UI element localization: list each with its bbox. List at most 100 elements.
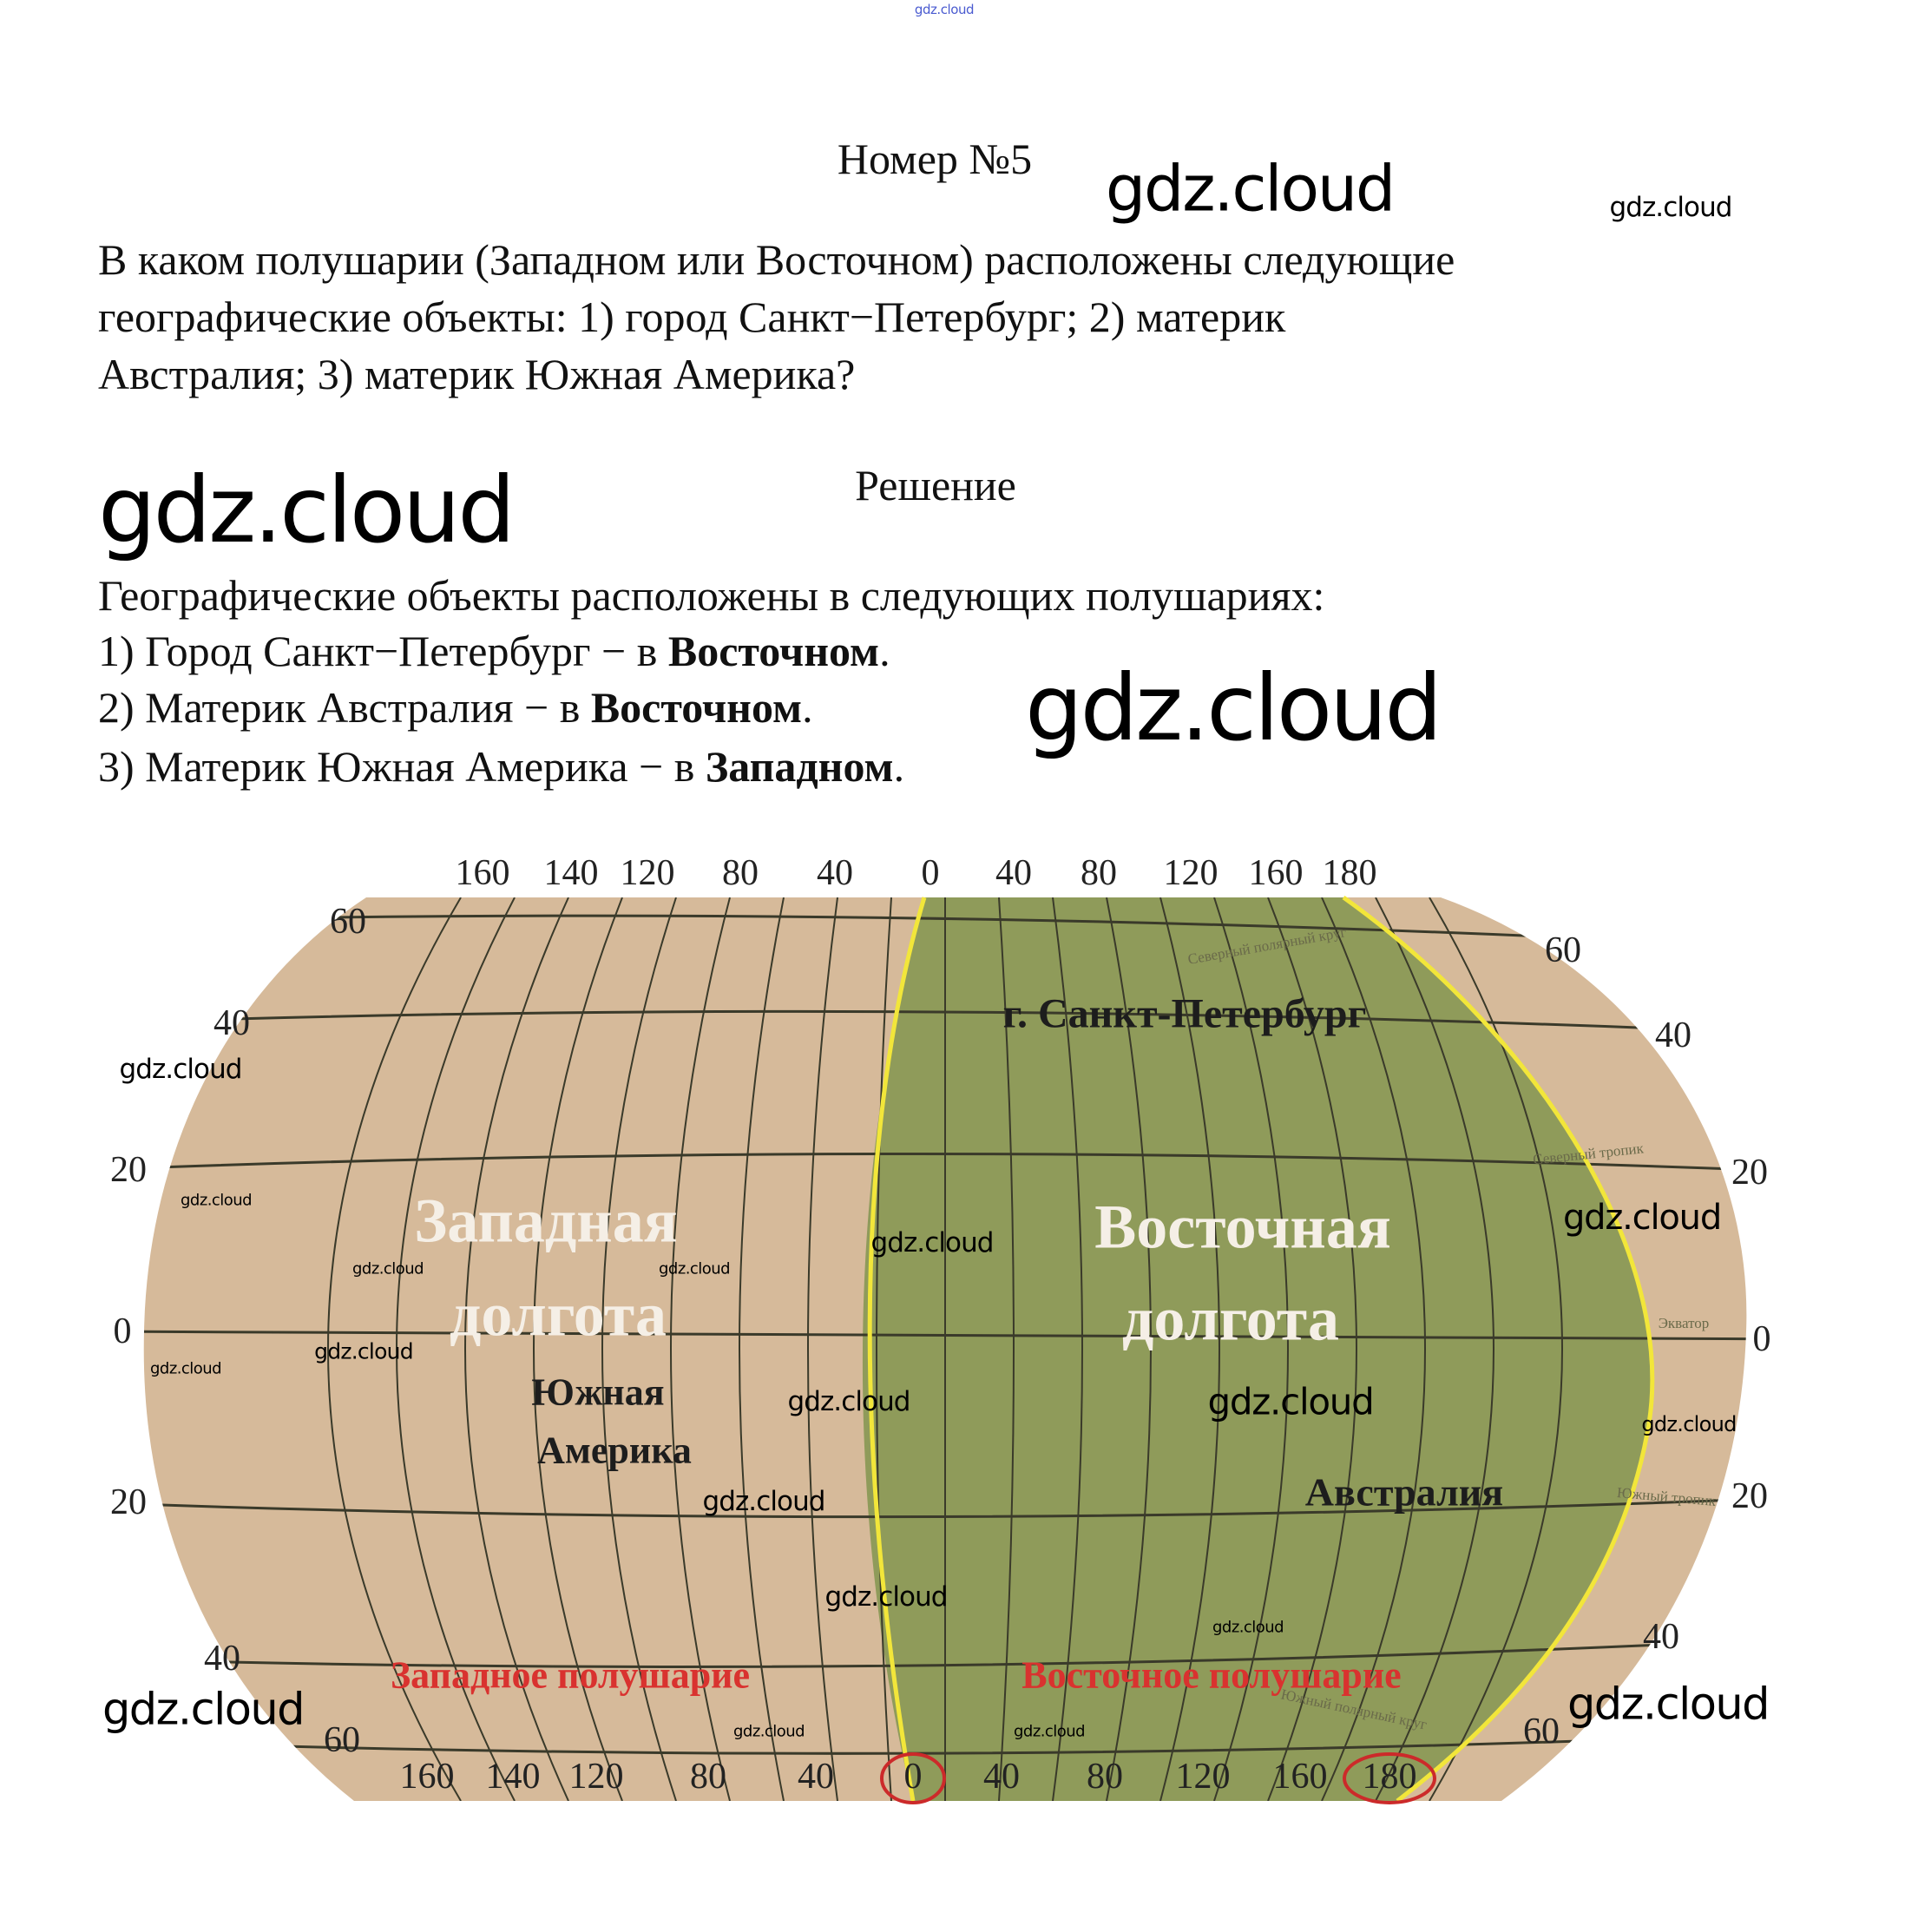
grid-line [1321,897,1426,1801]
coordinate-label: 0 [921,853,940,893]
coordinate-label: 160 [1248,853,1304,893]
coordinate-label: 180 [1322,853,1377,893]
watermark: gdz.cloud [914,2,975,17]
coordinate-label: 40 [1643,1617,1679,1657]
label-south-america-2: Америка [537,1429,692,1472]
page-title: Номер №5 [837,135,1033,183]
label-eastern-hemisphere: Восточное полушарие [1021,1653,1402,1697]
answer-text: 2) Материк Австралия − в [98,683,591,732]
grid-line [1213,897,1289,1801]
answer-text: 1) Город Санкт−Петербург − в [98,627,668,675]
label-equator: Экватор [1658,1315,1710,1331]
watermark: gdz.cloud [181,1191,252,1210]
coordinate-label: 160 [455,853,510,893]
answer-item: 3) Материк Южная Америка − в Западном. [98,741,904,792]
watermark: gdz.cloud [1641,1412,1737,1436]
coordinate-label: 120 [1163,853,1219,893]
watermark: gdz.cloud [870,1227,994,1258]
label-eastern-longitude-2: долгота [1121,1284,1340,1354]
watermark: gdz.cloud [1025,655,1442,761]
answer-bold: Восточном [667,627,880,675]
coordinate-label: 0 [1752,1319,1771,1359]
label-western-hemisphere: Западное полушарие [390,1653,751,1697]
coordinate-label: 40 [204,1639,240,1679]
watermark: gdz.cloud [1609,192,1732,223]
grid-line [464,897,569,1801]
coordinate-label: 60 [1545,930,1581,970]
grid-line [1375,897,1494,1801]
coordinate-label: 120 [568,1757,624,1797]
grid-line [1429,897,1563,1801]
label-western-longitude: Западная [414,1186,678,1256]
coordinate-label: 40 [798,1757,834,1797]
antimeridian-line [1342,895,1655,1803]
solution-heading: Решение [855,461,1016,509]
watermark: gdz.cloud [1562,1198,1722,1238]
watermark: gdz.cloud [352,1259,424,1278]
grid-line [739,897,785,1801]
watermark: gdz.cloud [1014,1722,1085,1741]
grid-line [998,897,1015,1801]
circle-0 [880,1752,946,1804]
coordinate-label: 0 [903,1757,923,1797]
watermark: gdz.cloud [1105,152,1396,227]
grid-line [1267,897,1357,1801]
grid-line [327,897,462,1801]
coordinate-label: 60 [330,902,366,942]
coordinate-label: 80 [690,1757,726,1797]
circle-180 [1343,1752,1436,1804]
coordinate-label: 180 [1362,1757,1417,1797]
grid-line [143,1730,1747,1755]
label-eastern-longitude: Восточная [1094,1192,1391,1262]
coordinate-label: 60 [1523,1712,1560,1751]
grid-line [807,897,838,1801]
coordinate-label: 140 [485,1757,541,1797]
answer-end: . [893,742,905,791]
prime-meridian-line [867,897,927,1802]
grid-line [670,897,731,1801]
label-australia: Австралия [1304,1469,1504,1515]
watermark: gdz.cloud [1567,1679,1770,1731]
grid-line [396,897,516,1801]
coordinate-label: 40 [213,1003,250,1043]
watermark: gdz.cloud [702,1486,825,1517]
coordinate-label: 20 [110,1482,147,1522]
coordinate-label: 120 [1175,1757,1231,1797]
watermark: gdz.cloud [150,1359,221,1378]
coordinate-label: 140 [543,853,599,893]
watermark: gdz.cloud [1207,1380,1374,1423]
coordinate-label: 40 [817,853,853,893]
grid-line [1106,897,1152,1801]
answer-bold: Восточном [590,683,803,732]
coordinate-label: 20 [1731,1153,1768,1193]
grid-line [876,897,892,1801]
label-saint-petersburg: г. Санкт-Петербург [1002,990,1367,1037]
coordinate-label: 80 [1081,853,1117,893]
graticule [143,897,1747,1801]
grid-line [143,1152,1747,1174]
coordinate-label: 40 [983,1757,1020,1797]
watermark: gdz.cloud [733,1722,805,1741]
watermark: gdz.cloud [98,457,516,563]
watermark: gdz.cloud [659,1259,730,1278]
coordinate-label: 20 [110,1150,147,1190]
label-south-america: Южная [531,1370,665,1414]
coordinate-label: 80 [1087,1757,1123,1797]
question-line: В каком полушарии (Западном или Восточно… [98,235,1455,284]
answer-text: 3) Материк Южная Америка − в [98,742,706,791]
coordinate-label: 40 [1655,1015,1692,1055]
coordinate-label: 160 [1272,1757,1328,1797]
watermark: gdz.cloud [102,1684,305,1736]
grid-line [143,1495,1747,1519]
watermark: gdz.cloud [119,1054,242,1085]
coordinate-label: 20 [1731,1476,1768,1516]
grid-line [143,1635,1747,1668]
answer-end: . [802,683,813,732]
grid-line [143,1009,1747,1037]
grid-line [533,897,623,1801]
coordinate-label: 80 [722,853,759,893]
watermark: gdz.cloud [314,1338,414,1364]
grid-line [143,1330,1747,1341]
question-line: Австралия; 3) материк Южная Америка? [98,350,856,398]
